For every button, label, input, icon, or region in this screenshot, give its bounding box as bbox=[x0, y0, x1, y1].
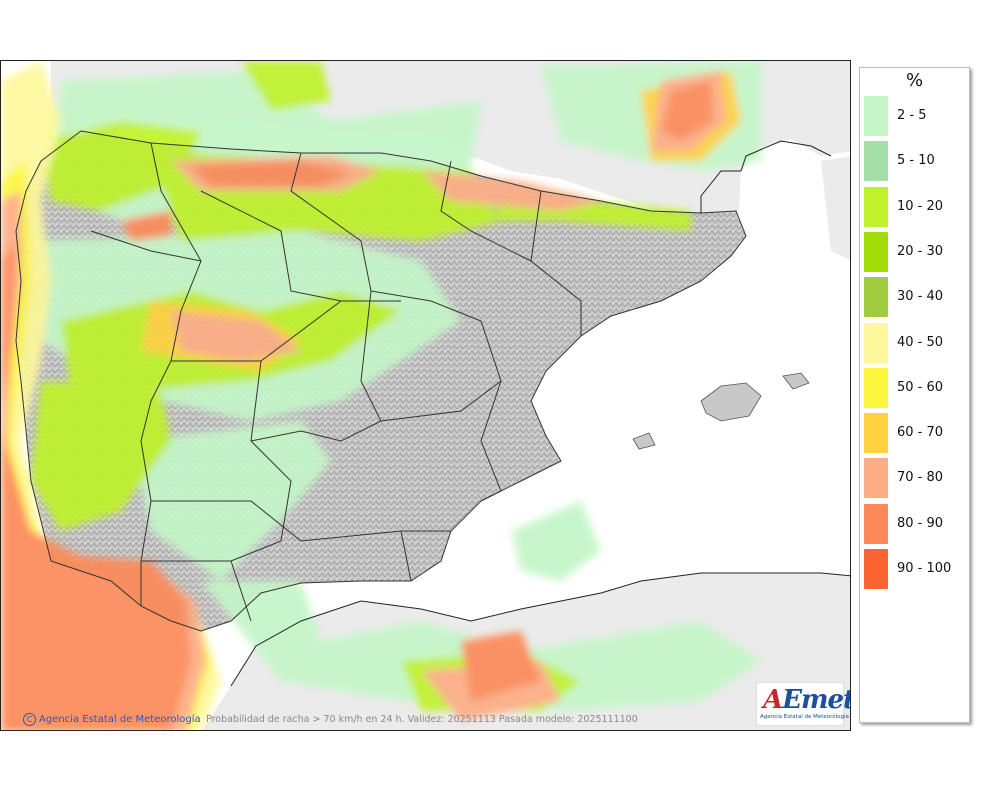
legend-swatch bbox=[864, 549, 888, 589]
legend-label: 60 - 70 bbox=[897, 425, 944, 441]
legend-swatch bbox=[864, 503, 888, 544]
credit-text: Agencia Estatal de Meteorología bbox=[39, 714, 201, 725]
legend-swatch bbox=[864, 413, 888, 454]
legend-item: 80 - 90 bbox=[864, 503, 964, 544]
coastlines bbox=[230, 140, 850, 687]
ibiza bbox=[632, 432, 656, 450]
legend-swatch bbox=[864, 367, 888, 408]
legend-item: 40 - 50 bbox=[864, 322, 964, 363]
admin-borders bbox=[15, 130, 747, 632]
mallorca bbox=[700, 382, 762, 422]
legend-label: 90 - 100 bbox=[897, 561, 952, 576]
legend-title: % bbox=[905, 70, 924, 91]
legend-label: 50 - 60 bbox=[897, 379, 944, 395]
legend-item: 70 - 80 bbox=[864, 458, 964, 499]
legend-item: 90 - 100 bbox=[864, 549, 964, 589]
legend-swatch bbox=[864, 277, 888, 318]
map-caption: Probabilidad de racha > 70 km/h en 24 h.… bbox=[206, 714, 638, 725]
legend-label: 2 - 5 bbox=[897, 108, 927, 123]
legend-swatch bbox=[864, 322, 888, 363]
legend-label: 70 - 80 bbox=[897, 470, 944, 486]
legend-label: 10 - 20 bbox=[897, 198, 944, 214]
legend-swatch bbox=[864, 231, 888, 272]
legend-item: 10 - 20 bbox=[864, 186, 964, 227]
probability-map bbox=[1, 61, 850, 730]
aemet-logo[interactable]: AEmet Agencia Estatal de Meteorología bbox=[756, 682, 850, 726]
legend-item: 5 - 10 bbox=[864, 141, 964, 182]
legend-item: 30 - 40 bbox=[864, 277, 964, 318]
legend-item: 2 - 5 bbox=[864, 96, 964, 136]
legend-item: 50 - 60 bbox=[864, 367, 964, 408]
legend-panel: % 2 - 5 5 - 10 10 - 20 20 - 30 30 - 40 40 - 5… bbox=[859, 67, 970, 723]
legend-label: 20 - 30 bbox=[897, 243, 944, 259]
legend-label: 5 - 10 bbox=[897, 153, 935, 169]
footer-credit[interactable]: C Agencia Estatal de Meteorología bbox=[23, 713, 201, 726]
legend-item: 20 - 30 bbox=[864, 231, 964, 272]
logo-brand: AEmet bbox=[763, 685, 851, 715]
legend-label: 80 - 90 bbox=[897, 515, 944, 531]
legend-label: 40 - 50 bbox=[897, 334, 944, 350]
logo-subtitle: Agencia Estatal de Meteorología bbox=[760, 714, 849, 720]
legend-item: 60 - 70 bbox=[864, 413, 964, 454]
legend-swatch bbox=[864, 96, 888, 136]
sardinia-land bbox=[821, 156, 850, 261]
map-panel: C Agencia Estatal de Meteorología Probabi… bbox=[0, 60, 851, 731]
menorca bbox=[782, 372, 810, 390]
legend-swatch bbox=[864, 141, 888, 182]
probability-overlay bbox=[1, 61, 761, 730]
legend-label: 30 - 40 bbox=[897, 289, 944, 305]
legend-swatch bbox=[864, 458, 888, 499]
legend-swatch bbox=[864, 186, 888, 227]
copyright-icon: C bbox=[23, 713, 36, 726]
